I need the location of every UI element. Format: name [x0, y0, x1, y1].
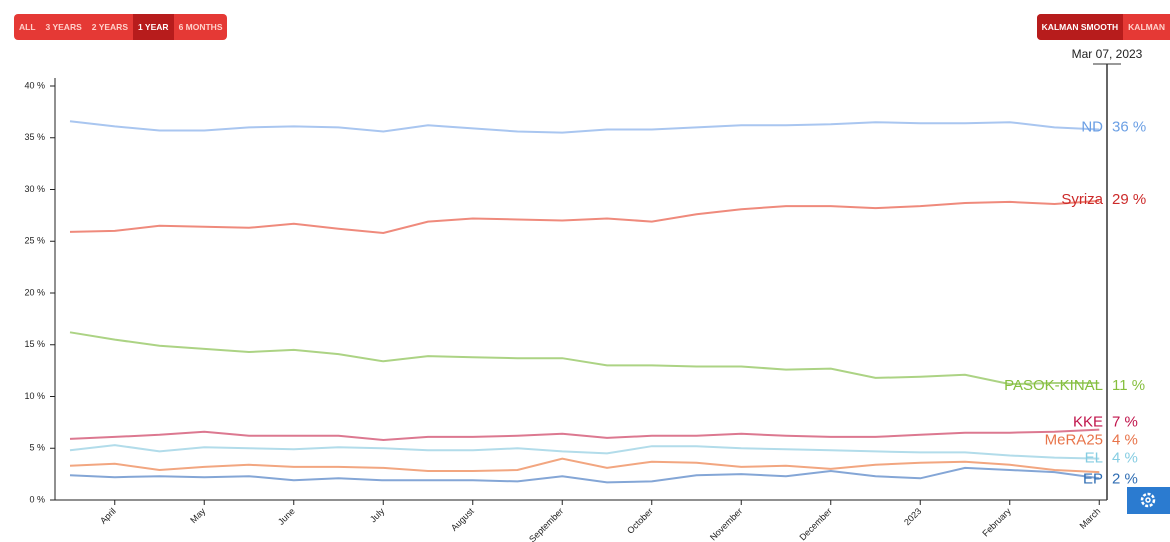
gear-icon	[1140, 492, 1156, 508]
x-tick-label: September	[527, 506, 565, 542]
x-tick-label: November	[708, 506, 744, 542]
y-tick-label: 10 %	[24, 391, 45, 401]
legend-label: KKE	[1073, 414, 1103, 431]
series-line	[69, 428, 1100, 442]
legend-label: PASOK-KINAL	[1004, 377, 1103, 394]
y-tick-label: 40 %	[24, 80, 45, 90]
y-tick-label: 15 %	[24, 339, 45, 349]
value-label: 4 %	[1112, 450, 1138, 467]
y-tick-label: 35 %	[24, 132, 45, 142]
x-tick-label: August	[449, 506, 476, 533]
settings-button[interactable]	[1127, 487, 1170, 514]
toggle-button[interactable]: 1 YEAR	[133, 14, 174, 40]
toggle-button[interactable]: 6 MONTHS	[178, 22, 223, 32]
y-tick-label: 5 %	[29, 443, 45, 453]
smoothing-selector: KALMAN SMOOTH KALMAN	[1036, 14, 1170, 40]
y-tick-label: 25 %	[24, 236, 45, 246]
series-line	[69, 444, 1100, 460]
toggle-button[interactable]: ALL	[19, 22, 36, 32]
cursor-label: Mar 07, 2023	[1072, 47, 1143, 61]
x-tick-label: June	[276, 506, 297, 527]
value-label: 2 %	[1112, 470, 1138, 487]
value-label: 7 %	[1112, 414, 1138, 431]
toggle-button[interactable]: KALMAN SMOOTH	[1036, 14, 1124, 40]
legend-label: EP	[1083, 470, 1103, 487]
x-tick-label: December	[797, 506, 833, 542]
series-line	[69, 120, 1100, 134]
x-tick-label: 2023	[902, 506, 923, 527]
series-line	[69, 466, 1100, 484]
toggle-button[interactable]: KALMAN	[1128, 22, 1165, 32]
y-tick-label: 30 %	[24, 184, 45, 194]
value-label: 4 %	[1112, 432, 1138, 449]
legend-label: ND	[1081, 118, 1103, 135]
x-tick-label: March	[1078, 506, 1103, 531]
legend-label: EL	[1085, 450, 1103, 467]
series-line	[69, 457, 1100, 474]
value-label: 29 %	[1112, 191, 1146, 208]
x-tick-label: April	[98, 506, 118, 526]
x-tick-label: July	[368, 506, 387, 525]
y-tick-label: 20 %	[24, 287, 45, 297]
toggle-button[interactable]: 2 YEARS	[91, 22, 128, 32]
toggle-button[interactable]: 3 YEARS	[45, 22, 82, 32]
x-tick-label: February	[980, 506, 1013, 539]
x-tick-label: May	[188, 506, 207, 525]
range-selector: ALL 3 YEARS 2 YEARS 1 YEAR 6 MONTHS	[14, 14, 228, 40]
legend-label: MeRA25	[1045, 432, 1103, 449]
legend-label: Syriza	[1061, 191, 1103, 208]
x-tick-label: October	[625, 506, 655, 536]
series-line	[69, 331, 1100, 386]
value-label: 11 %	[1112, 377, 1145, 394]
value-label: 36 %	[1112, 118, 1146, 135]
series-line	[69, 199, 1100, 235]
y-tick-label: 0 %	[29, 494, 45, 504]
